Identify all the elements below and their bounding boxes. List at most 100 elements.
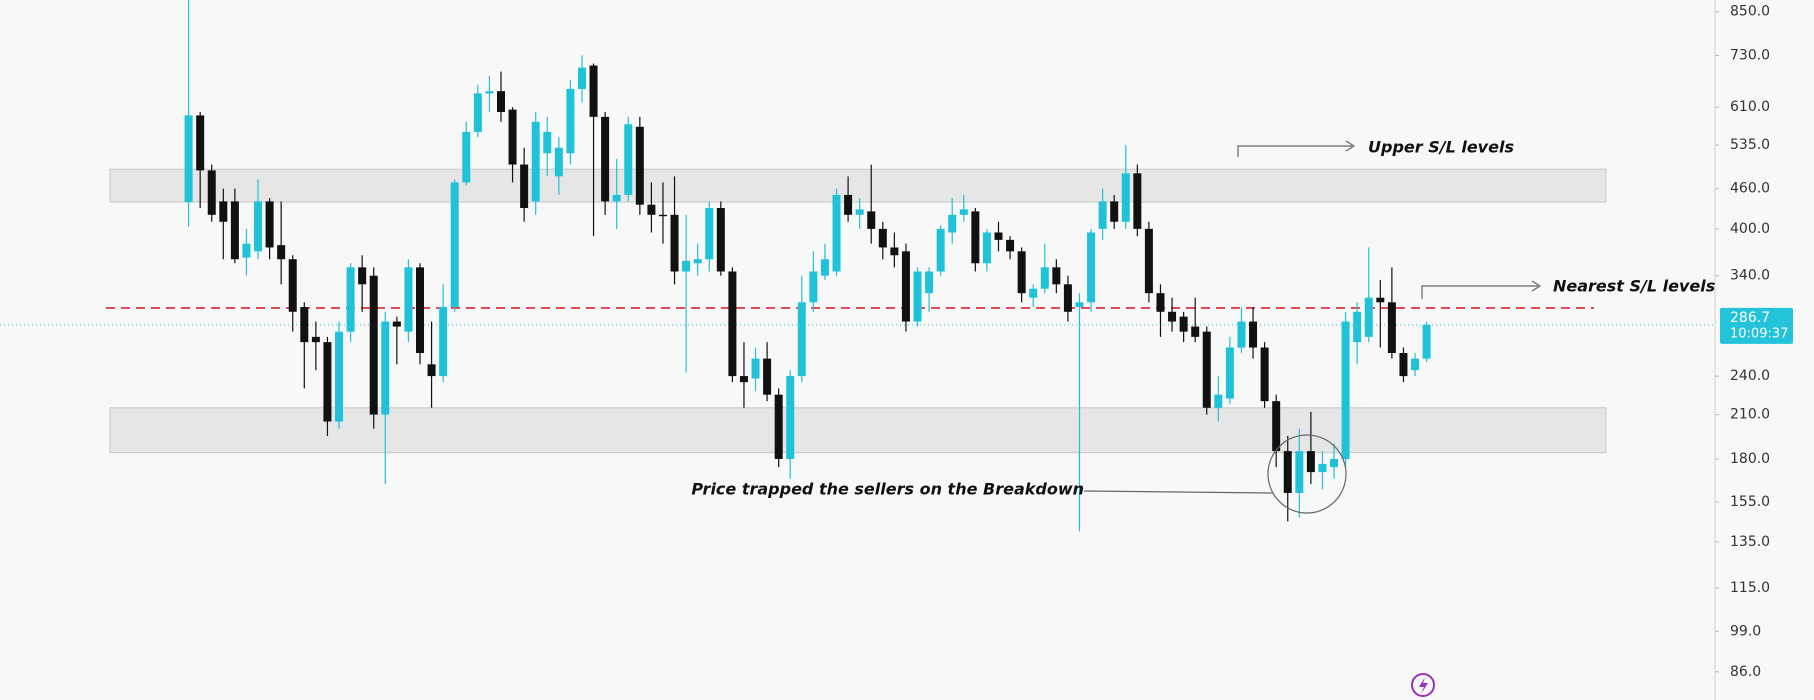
- candle-body: [612, 194, 621, 202]
- arrow-head: [1531, 280, 1542, 292]
- candle-body: [1306, 451, 1315, 473]
- candle-body: [404, 267, 413, 332]
- y-tick-label: 210.0: [1730, 407, 1770, 423]
- y-tick-label: 180.0: [1730, 451, 1770, 467]
- candle-body: [1006, 239, 1015, 252]
- candle-body: [1260, 347, 1269, 402]
- candle-body: [844, 194, 853, 215]
- candle-body: [705, 208, 714, 260]
- y-tick-label: 535.0: [1730, 137, 1770, 153]
- candle-body: [739, 376, 748, 383]
- candle-body: [867, 211, 876, 229]
- candle-body: [1341, 321, 1350, 459]
- candle-body: [554, 147, 563, 177]
- arrow: [1421, 285, 1538, 299]
- candle-body: [265, 201, 274, 248]
- candle-body: [832, 194, 841, 272]
- candle-body: [1110, 201, 1119, 222]
- candle-body: [520, 164, 529, 209]
- y-tick-label: 99.0: [1730, 623, 1761, 639]
- candle-body: [1399, 353, 1408, 377]
- candle-body: [959, 209, 968, 215]
- y-tick-label: 135.0: [1730, 534, 1770, 550]
- candle-body: [971, 211, 980, 264]
- candle-body: [1087, 232, 1096, 303]
- arrows: [1083, 140, 1542, 514]
- candle-body: [786, 376, 795, 459]
- candle-body: [1052, 267, 1061, 285]
- annotation: Nearest S/L levels: [1553, 277, 1715, 296]
- y-tick-label: 610.0: [1730, 99, 1770, 115]
- annotation: Upper S/L levels: [1368, 138, 1514, 157]
- candle-body: [1121, 173, 1130, 222]
- candle-body: [1133, 173, 1142, 229]
- candle-body: [381, 321, 390, 415]
- candle-body: [1191, 326, 1200, 337]
- candle-body: [288, 259, 297, 312]
- candle-body: [543, 131, 552, 154]
- candle-body: [358, 267, 367, 285]
- candle-body: [1387, 302, 1396, 354]
- candle-body: [1214, 394, 1223, 408]
- y-tick-label: 340.0: [1730, 268, 1770, 284]
- candle-body: [311, 336, 320, 343]
- candle-body: [925, 271, 934, 294]
- y-tick-label: 730.0: [1730, 47, 1770, 63]
- arrow: [1237, 145, 1352, 157]
- countdown-label: 10:09:37: [1730, 326, 1788, 341]
- candle-body: [994, 232, 1003, 240]
- lightning-icon[interactable]: [1411, 673, 1435, 697]
- pointer-line: [1083, 490, 1274, 494]
- last-price-label: 286.7: [1730, 310, 1770, 326]
- candle-body: [1353, 311, 1362, 343]
- candle-body: [450, 182, 459, 308]
- candle-body: [277, 245, 286, 260]
- candle-body: [797, 302, 806, 377]
- candle-body: [242, 243, 251, 258]
- candle-body: [1249, 321, 1258, 348]
- candle-body: [624, 124, 633, 195]
- candle-body: [948, 214, 957, 233]
- candle-body: [1272, 401, 1281, 452]
- candle-body: [369, 275, 378, 415]
- candle-body: [196, 115, 205, 171]
- candle-body: [1029, 288, 1038, 298]
- arrow-head: [1345, 140, 1356, 152]
- candle-body: [658, 214, 667, 217]
- candle-body: [728, 271, 737, 377]
- candle-body: [601, 116, 610, 202]
- candle-body: [1179, 316, 1188, 332]
- candle-body: [1168, 311, 1177, 322]
- candle-body: [1063, 284, 1072, 312]
- candle-body: [300, 307, 309, 343]
- candle-body: [1283, 451, 1292, 493]
- candle-body: [416, 267, 424, 354]
- icon-ring[interactable]: [1411, 673, 1435, 697]
- candle-body: [1411, 358, 1420, 371]
- candle-body: [982, 232, 991, 264]
- candle-body: [184, 115, 193, 203]
- candle-body: [751, 358, 760, 379]
- annotation: Price trapped the sellers on the Breakdo…: [691, 480, 1084, 499]
- candle-body: [1318, 463, 1327, 473]
- candle-body: [346, 267, 355, 332]
- candle-body: [855, 209, 864, 215]
- candle-body: [774, 394, 783, 459]
- y-tick-label: 155.0: [1730, 494, 1770, 510]
- candle-body: [485, 91, 494, 94]
- last-price-box: [1720, 307, 1793, 344]
- candle-body: [1225, 347, 1234, 399]
- y-tick-label: 850.0: [1730, 4, 1770, 20]
- icon-bolt[interactable]: [1419, 677, 1428, 694]
- candle-body: [508, 109, 517, 165]
- candle-body: [1144, 228, 1153, 294]
- candle-body: [809, 271, 818, 303]
- candle-body: [901, 251, 910, 322]
- candle-body: [1295, 451, 1304, 493]
- candle-body: [219, 201, 228, 222]
- candle-body: [1330, 458, 1339, 468]
- candle-body: [1364, 297, 1373, 337]
- candle-body: [820, 259, 829, 276]
- candle-body: [1098, 201, 1107, 229]
- candle-body: [230, 201, 239, 260]
